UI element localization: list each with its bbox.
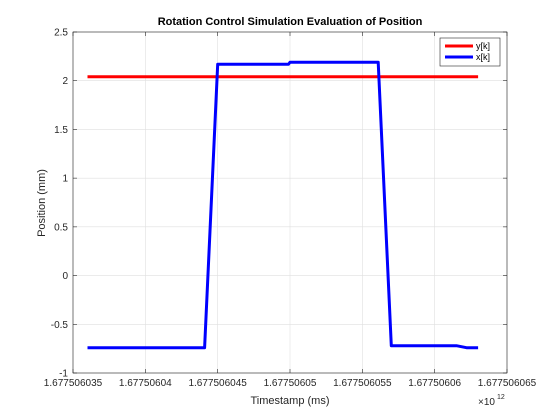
- x-tick-label-2: 1.677506045: [188, 378, 247, 389]
- y-tick-label-1: -0.5: [51, 320, 69, 331]
- y-tick-label-0: -1: [59, 369, 68, 380]
- legend-label-xk: x[k]: [476, 52, 490, 62]
- x-tick-label-3: 1.67750605: [264, 378, 317, 389]
- legend-box: [439, 37, 501, 67]
- y-tick-label-2: 0: [62, 271, 68, 282]
- x-axis-label: Timestamp (ms): [250, 395, 329, 407]
- x-tick-label-4: 1.677506055: [333, 378, 392, 389]
- series-line-xk: [87, 60, 479, 350]
- x-tick-label-0: 1.677506035: [44, 378, 103, 389]
- y-tick-label-4: 1: [62, 174, 68, 185]
- y-tick-label-5: 1.5: [54, 125, 68, 136]
- chart-title: Rotation Control Simulation Evaluation o…: [158, 16, 423, 28]
- x-axis-exponent-power: 12: [497, 394, 505, 401]
- y-tick-label-6: 2: [62, 76, 68, 87]
- x-axis-exponent-base: ×10: [478, 397, 495, 408]
- x-tick-label-1: 1.67750604: [119, 378, 172, 389]
- y-tick-label-7: 2.5: [54, 28, 68, 39]
- y-axis-label: Position (mm): [36, 169, 48, 237]
- x-tick-label-6: 1.677506065: [478, 378, 537, 389]
- legend-label-yk: y[k]: [476, 41, 490, 51]
- y-tick-label-3: 0.5: [54, 222, 68, 233]
- x-tick-label-5: 1.67750606: [408, 378, 461, 389]
- plot-area: 1.677506035 1.67750604 1.677506045 1.677506…: [44, 28, 537, 390]
